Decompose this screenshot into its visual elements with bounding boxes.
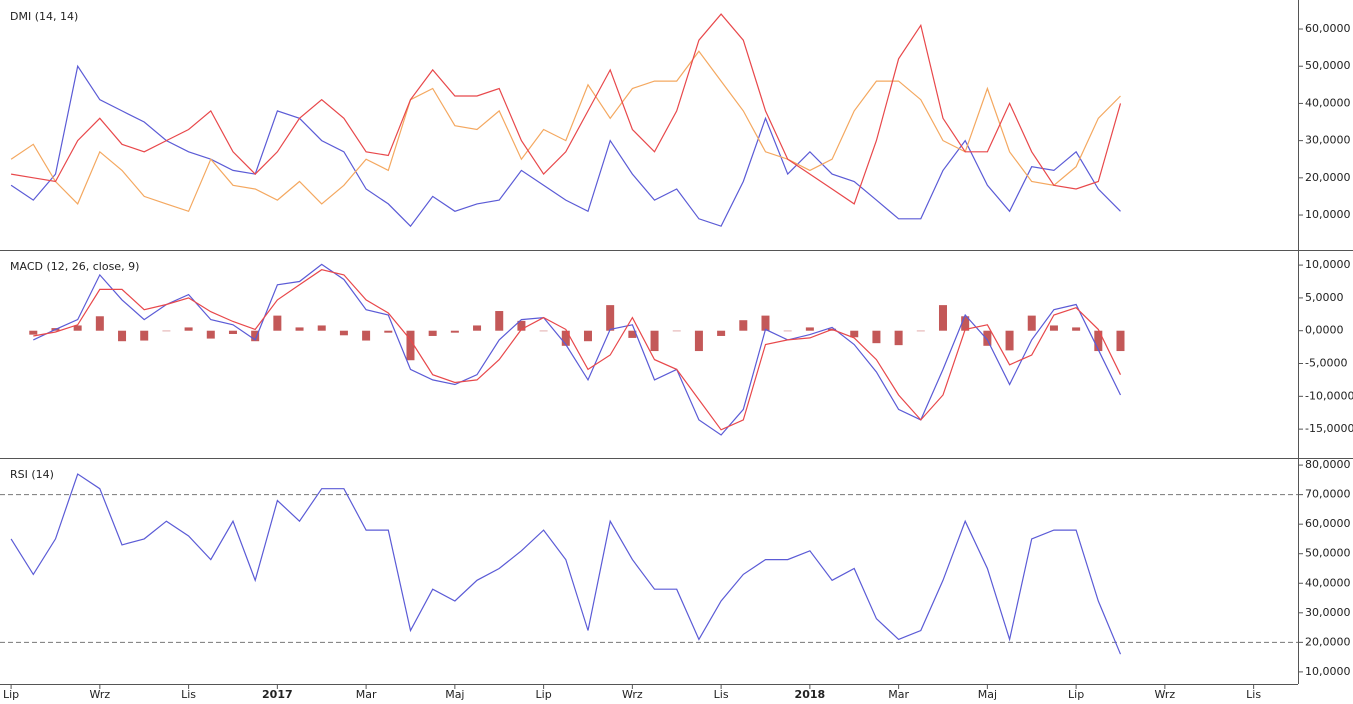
histogram-bar [1027,315,1036,331]
x-tick-label: Lis [714,688,729,701]
histogram-bar [739,320,748,331]
histogram-bar [406,330,415,361]
histogram-bar [317,325,326,331]
histogram-bar [1049,325,1058,331]
x-tick-label: Wrz [622,688,643,701]
histogram-bar [783,330,792,332]
y-tick-label: 50,0000 [1305,547,1351,560]
x-tick-label: Wrz [90,688,111,701]
histogram-bar [983,330,992,346]
panel-title: RSI (14) [10,468,54,481]
histogram-bar [672,330,681,332]
histogram-bar [450,330,459,333]
histogram-bar [1072,327,1081,331]
histogram-bar [95,316,104,331]
y-tick-label: 80,0000 [1305,458,1351,471]
histogram-bar [362,330,371,341]
histogram-bar [140,330,149,341]
histogram-bar [717,330,726,336]
histogram-bar [761,315,770,331]
panel-title: MACD (12, 26, close, 9) [10,260,139,273]
histogram-bar [29,330,38,335]
y-tick-label: 60,0000 [1305,517,1351,530]
y-tick-label: -5,0000 [1305,357,1347,370]
x-tick-label: Mar [356,688,377,701]
y-tick-label: 20,0000 [1305,171,1351,184]
x-tick-label: Lip [536,688,552,701]
x-tick-label: Lis [181,688,196,701]
y-tick-label: 0,0000 [1305,324,1344,337]
histogram-bar [961,316,970,331]
histogram-bar [384,330,393,333]
y-tick-label: -10,0000 [1305,389,1353,402]
histogram-bar [1094,330,1103,352]
histogram-bar [938,305,947,331]
x-tick-label: 2018 [795,688,826,701]
histogram-bar [295,327,304,331]
histogram-bar [850,330,859,338]
x-tick-label: Lip [1068,688,1084,701]
x-tick-label: Wrz [1155,688,1176,701]
histogram-bar [228,330,237,334]
histogram-bar [428,330,437,336]
y-tick-label: 5,0000 [1305,291,1344,304]
series-line [33,263,1122,436]
series-line [10,64,1121,228]
histogram-bar [606,305,615,331]
histogram-bar [273,315,282,331]
y-tick-label: 50,0000 [1305,59,1351,72]
histogram-bar [1005,330,1014,351]
y-tick-label: 20,0000 [1305,635,1351,648]
histogram-bar [162,330,171,332]
histogram-bar [118,330,127,342]
histogram-bar [561,330,570,346]
histogram-bar [872,330,881,344]
y-tick-label: 30,0000 [1305,606,1351,619]
x-tick-label: Maj [445,688,464,701]
x-tick-label: 2017 [262,688,293,701]
y-tick-label: 10,0000 [1305,665,1351,678]
y-tick-label: -15,0000 [1305,422,1353,435]
x-tick-label: Lip [3,688,19,701]
histogram-bar [1116,330,1125,352]
histogram-bar [73,325,82,331]
histogram-bar [628,330,637,338]
histogram-bar [251,330,260,342]
y-tick-label: 40,0000 [1305,576,1351,589]
series-line [10,473,1122,655]
histogram-bar [539,330,548,332]
series-line [33,269,1122,431]
histogram-bar [184,327,193,331]
histogram-bar [583,330,592,342]
y-tick-label: 30,0000 [1305,134,1351,147]
x-tick-label: Maj [978,688,997,701]
histogram-bar [894,330,903,346]
panel-title: DMI (14, 14) [10,10,78,23]
histogram-bar [473,325,482,331]
x-tick-label: Lis [1246,688,1261,701]
histogram-bar [206,330,215,339]
histogram-bar [805,327,814,331]
series-line [10,50,1121,213]
y-tick-label: 60,0000 [1305,22,1351,35]
y-tick-label: 10,0000 [1305,258,1351,271]
x-tick-label: Mar [888,688,909,701]
histogram-bar [517,320,526,331]
y-tick-label: 10,0000 [1305,208,1351,221]
histogram-bar [495,311,504,331]
histogram-bar [650,330,659,352]
histogram-bar [916,330,925,332]
series-line [11,13,1122,205]
y-tick-label: 70,0000 [1305,488,1351,501]
histogram-bar [694,330,703,352]
histogram-bar [339,330,348,336]
y-tick-label: 40,0000 [1305,96,1351,109]
